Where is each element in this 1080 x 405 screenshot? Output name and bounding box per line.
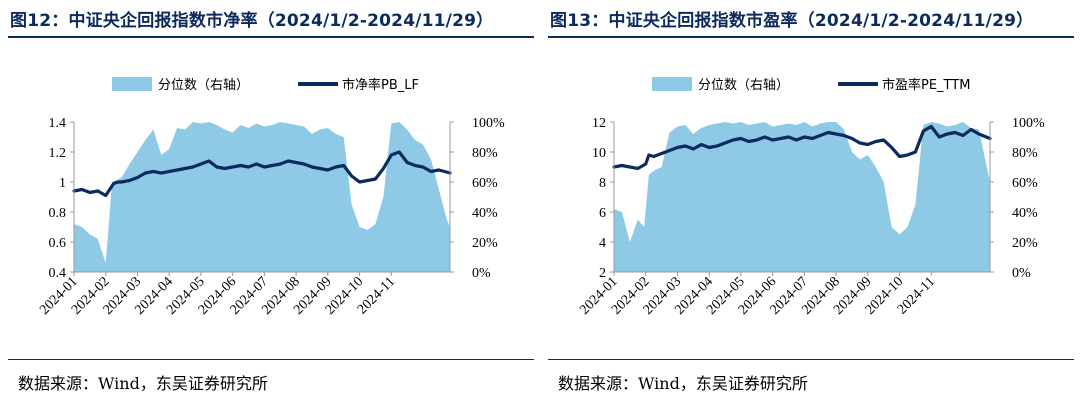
- y-left-tick-label: 12: [592, 116, 606, 131]
- pb-chart: 分位数（右轴） 市净率PB_LF 0.4 0.6 0.8 1 1.2 1.4 0% 20% 40% 6…: [37, 77, 505, 318]
- y-left-tick-label: 0.8: [49, 206, 67, 221]
- y-right-tick-label: 80%: [1012, 146, 1038, 161]
- y-left-tick-label: 1.2: [49, 146, 67, 161]
- legend-swatch-area: [652, 77, 692, 91]
- y-right-tick-label: 40%: [472, 206, 498, 221]
- y-left-tick-label: 8: [599, 176, 606, 191]
- valuation-line: [612, 124, 992, 171]
- y-left-tick-label: 1: [59, 176, 66, 191]
- legend-swatch-area: [112, 77, 152, 91]
- source-rule: [548, 359, 1074, 360]
- legend-label-area: 分位数（右轴）: [158, 78, 249, 93]
- y-right-tick-label: 100%: [472, 116, 505, 131]
- y-left-tick-label: 2: [599, 266, 606, 281]
- y-left-tick-label: 4: [599, 236, 606, 251]
- source-note: 数据来源：Wind，东吴证券研究所: [558, 374, 808, 393]
- y-left-tick-label: 0.4: [49, 266, 67, 281]
- y-right-tick-label: 60%: [1012, 176, 1038, 191]
- y-right-tick-label: 20%: [1012, 236, 1038, 251]
- title-rule: [8, 36, 534, 38]
- pe-chart: 分位数（右轴） 市盈率PE_TTM 2 4 6 8 10 12 0% 20% 40% 60% 80% 10…: [577, 77, 1045, 318]
- figure-title: 图12：中证央企回报指数市净率（2024/1/2-2024/11/29）: [10, 11, 494, 31]
- y-right-tick-label: 80%: [472, 146, 498, 161]
- y-right-tick-label: 100%: [1012, 116, 1045, 131]
- y-right-tick-label: 40%: [1012, 206, 1038, 221]
- valuation-line: [72, 150, 452, 198]
- source-note: 数据来源：Wind，东吴证券研究所: [18, 374, 268, 393]
- title-rule: [548, 36, 1074, 38]
- y-right-tick-label: 20%: [472, 236, 498, 251]
- source-rule: [8, 359, 534, 360]
- y-right-tick-label: 0%: [472, 266, 491, 281]
- chart-panel-pe: 图13：中证央企回报指数市盈率（2024/1/2-2024/11/29） 分位数…: [548, 0, 1076, 405]
- y-left-tick-label: 6: [599, 206, 606, 221]
- y-left-tick-label: 10: [592, 146, 606, 161]
- chart-panel-pb: 图12：中证央企回报指数市净率（2024/1/2-2024/11/29） 分位数…: [8, 0, 536, 405]
- legend-label-line: 市盈率PE_TTM: [882, 77, 970, 93]
- legend-label-area: 分位数（右轴）: [698, 78, 789, 93]
- percentile-area: [614, 122, 990, 272]
- y-left-tick-label: 1.4: [49, 116, 67, 131]
- y-right-tick-label: 0%: [1012, 266, 1031, 281]
- legend-label-line: 市净率PB_LF: [342, 77, 419, 93]
- percentile-area: [74, 122, 450, 272]
- figure-title: 图13：中证央企回报指数市盈率（2024/1/2-2024/11/29）: [550, 11, 1034, 31]
- y-left-tick-label: 0.6: [49, 236, 67, 251]
- y-right-tick-label: 60%: [472, 176, 498, 191]
